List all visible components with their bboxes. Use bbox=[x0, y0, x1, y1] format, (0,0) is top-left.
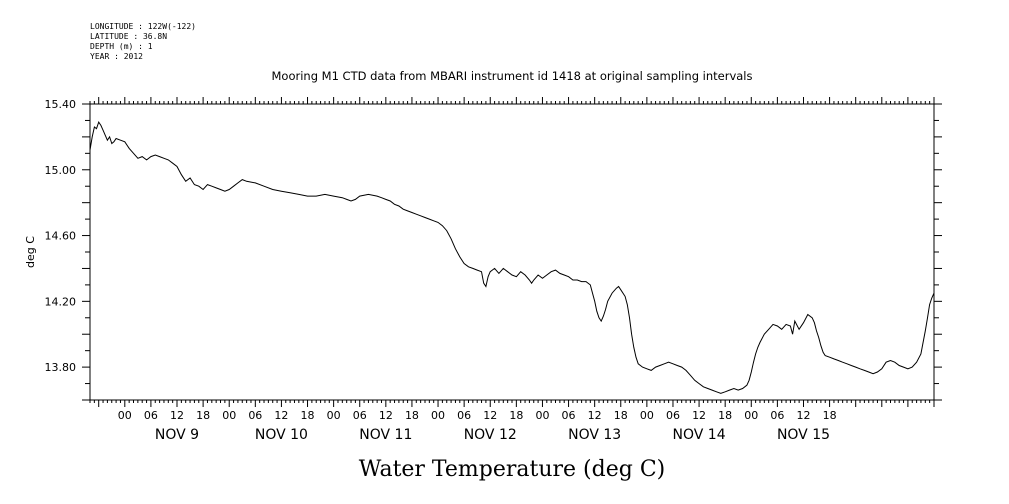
x-tick-label: 18 bbox=[823, 409, 837, 422]
x-tick-label: 06 bbox=[457, 409, 471, 422]
day-label: NOV 12 bbox=[464, 427, 517, 443]
y-tick-label: 15.40 bbox=[45, 98, 77, 111]
x-axis-label: Water Temperature (deg C) bbox=[359, 457, 666, 482]
day-label: NOV 15 bbox=[777, 427, 830, 443]
x-tick-label: 00 bbox=[118, 409, 132, 422]
x-tick-label: 18 bbox=[405, 409, 419, 422]
x-tick-label: 00 bbox=[640, 409, 654, 422]
plot-frame bbox=[89, 103, 935, 401]
x-tick-label: 00 bbox=[222, 409, 236, 422]
x-tick-label: 18 bbox=[509, 409, 523, 422]
y-tick-label: 14.60 bbox=[45, 230, 77, 243]
y-tick-label: 14.20 bbox=[45, 295, 77, 308]
x-tick-label: 06 bbox=[666, 409, 680, 422]
longitude-text: LONGITUDE : 122W(-122) bbox=[90, 22, 196, 31]
x-tick-label: 12 bbox=[483, 409, 497, 422]
day-label: NOV 13 bbox=[568, 427, 621, 443]
x-tick-label: 12 bbox=[274, 409, 288, 422]
x-tick-label: 00 bbox=[744, 409, 758, 422]
day-labels: NOV 9 NOV 10 NOV 11 NOV 12 NOV 13 NOV 14 NOV 1… bbox=[155, 427, 830, 443]
x-tick-label: 06 bbox=[770, 409, 784, 422]
y-axis-label: deg C bbox=[24, 236, 37, 268]
day-label: NOV 10 bbox=[255, 427, 308, 443]
metadata-block: LONGITUDE : 122W(-122) LATITUDE : 36.8N … bbox=[90, 22, 196, 62]
latitude-text: LATITUDE : 36.8N bbox=[90, 32, 168, 41]
x-tick-label: 12 bbox=[692, 409, 706, 422]
x-tick-label: 18 bbox=[196, 409, 210, 422]
x-tick-label: 06 bbox=[144, 409, 158, 422]
x-tick-label: 12 bbox=[170, 409, 184, 422]
x-tick-label: 06 bbox=[562, 409, 576, 422]
y-tick-label: 15.00 bbox=[45, 164, 77, 177]
x-tick-label: 06 bbox=[353, 409, 367, 422]
x-tick-label: 00 bbox=[327, 409, 341, 422]
depth-text: DEPTH (m) : 1 bbox=[90, 42, 153, 51]
y-tick-label: 13.80 bbox=[45, 361, 77, 374]
year-text: YEAR : 2012 bbox=[90, 52, 143, 61]
x-tick-label: 18 bbox=[301, 409, 315, 422]
x-tick-label: 12 bbox=[379, 409, 393, 422]
x-tick-label: 12 bbox=[588, 409, 602, 422]
day-label: NOV 14 bbox=[673, 427, 726, 443]
day-label: NOV 11 bbox=[359, 427, 412, 443]
x-tick-label: 00 bbox=[535, 409, 549, 422]
axis-ticks bbox=[82, 97, 942, 407]
x-tick-labels: 00 06 12 18 00 06 12 18 00 06 12 18 00 06 12 18 00 06 12 18… bbox=[118, 409, 837, 422]
chart-title: Mooring M1 CTD data from MBARI instrumen… bbox=[272, 69, 753, 83]
water-temperature-line bbox=[89, 120, 935, 394]
x-tick-label: 00 bbox=[431, 409, 445, 422]
x-tick-label: 18 bbox=[614, 409, 628, 422]
y-tick-labels: 15.40 15.00 14.60 14.20 13.80 bbox=[45, 98, 77, 374]
x-tick-label: 18 bbox=[718, 409, 732, 422]
day-label: NOV 9 bbox=[155, 427, 199, 443]
x-tick-label: 06 bbox=[248, 409, 262, 422]
x-tick-label: 12 bbox=[796, 409, 810, 422]
